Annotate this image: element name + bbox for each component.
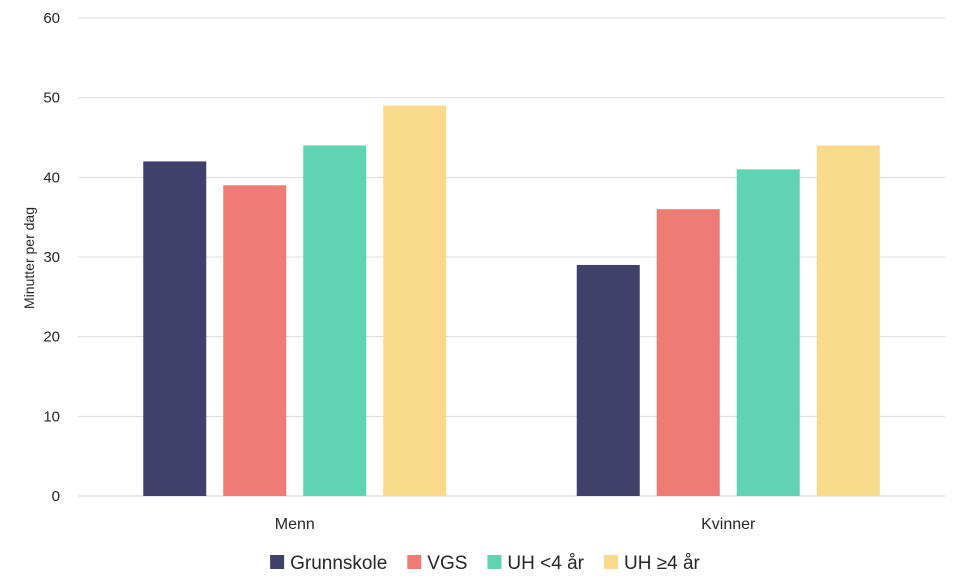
- x-axis-categories: Menn Kvinner: [275, 516, 756, 533]
- y-tick-label: 40: [43, 169, 60, 186]
- legend-item: VGS: [407, 553, 467, 574]
- legend-label: UH ≥4 år: [624, 553, 701, 574]
- legend-swatch: [603, 555, 618, 569]
- legend-swatch: [487, 555, 502, 569]
- y-axis-label: Minutter per dag: [21, 207, 37, 309]
- legend: Grunnskole VGS UH <4 år UH ≥4 år: [270, 553, 701, 574]
- bar-menn-1: [143, 161, 207, 496]
- y-axis-ticks: 0 10 20 30 40 50 60: [43, 10, 60, 505]
- bars: [143, 105, 880, 497]
- x-category-label: Menn: [275, 516, 315, 533]
- gridlines: [78, 17, 945, 497]
- legend-item: UH <4 år: [487, 553, 585, 574]
- bar-kvinner-1: [576, 264, 640, 496]
- bar-kvinner-2: [656, 209, 720, 496]
- bar-menn-3: [303, 145, 367, 496]
- legend-item: UH ≥4 år: [603, 553, 701, 574]
- bar-menn-4: [383, 105, 447, 496]
- y-tick-label: 0: [52, 488, 60, 505]
- y-tick-label: 10: [43, 408, 60, 425]
- legend-item: Grunnskole: [270, 553, 387, 574]
- legend-label: Grunnskole: [290, 553, 387, 574]
- legend-label: UH <4 år: [507, 553, 584, 574]
- x-category-label: Kvinner: [701, 516, 756, 533]
- legend-swatch: [270, 555, 285, 569]
- bar-kvinner-3: [736, 169, 800, 496]
- y-tick-label: 20: [43, 329, 60, 346]
- y-tick-label: 50: [43, 90, 60, 107]
- legend-swatch: [407, 555, 422, 569]
- y-tick-label: 30: [43, 249, 60, 266]
- bar-menn-2: [223, 185, 287, 497]
- legend-label: VGS: [427, 553, 467, 574]
- bar-kvinner-4: [816, 145, 880, 496]
- y-tick-label: 60: [43, 10, 60, 27]
